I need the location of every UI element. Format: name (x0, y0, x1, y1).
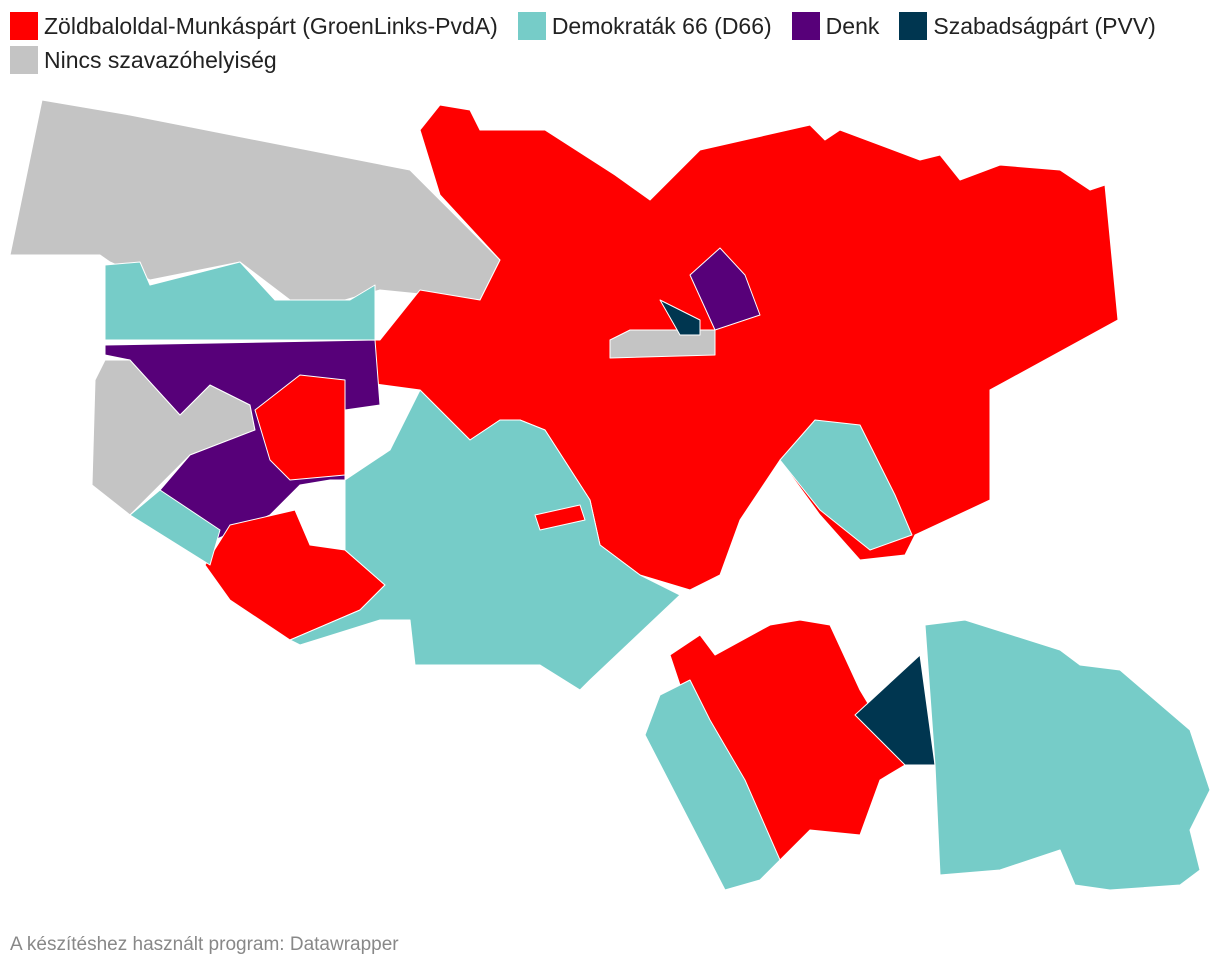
legend-swatch (10, 46, 38, 74)
region (659, 299, 701, 336)
legend-swatch (10, 12, 38, 40)
region (689, 247, 761, 331)
legend-label: Demokraták 66 (D66) (551, 12, 772, 39)
legend-item: Zöldbaloldal-Munkáspárt (GroenLinks-PvdA… (10, 12, 498, 40)
legend-swatch (517, 12, 546, 40)
region (644, 679, 781, 891)
legend-label: Szabadságpárt (PVV) (933, 12, 1156, 39)
legend-swatch (791, 12, 820, 40)
legend: Zöldbaloldal-Munkáspárt (GroenLinks-PvdA… (10, 12, 1210, 74)
region (609, 329, 716, 359)
legend-item: Nincs szavazóhelyiség (10, 46, 277, 74)
legend-item: Szabadságpárt (PVV) (899, 12, 1156, 40)
legend-item: Demokraták 66 (D66) (517, 12, 772, 40)
region (344, 104, 1119, 591)
legend-label: Nincs szavazóhelyiség (44, 46, 277, 73)
legend-label: Zöldbaloldal-Munkáspárt (GroenLinks-PvdA… (44, 12, 498, 39)
region (129, 489, 221, 566)
legend-label: Denk (825, 12, 880, 39)
legend-swatch (899, 12, 928, 40)
region (924, 619, 1211, 891)
legend-item: Denk (791, 12, 880, 40)
region (534, 504, 586, 531)
region (254, 374, 346, 481)
region (779, 419, 913, 551)
footer: A készítéshez használt program: Datawrap… (10, 934, 399, 955)
region (289, 389, 681, 691)
region (104, 261, 376, 341)
